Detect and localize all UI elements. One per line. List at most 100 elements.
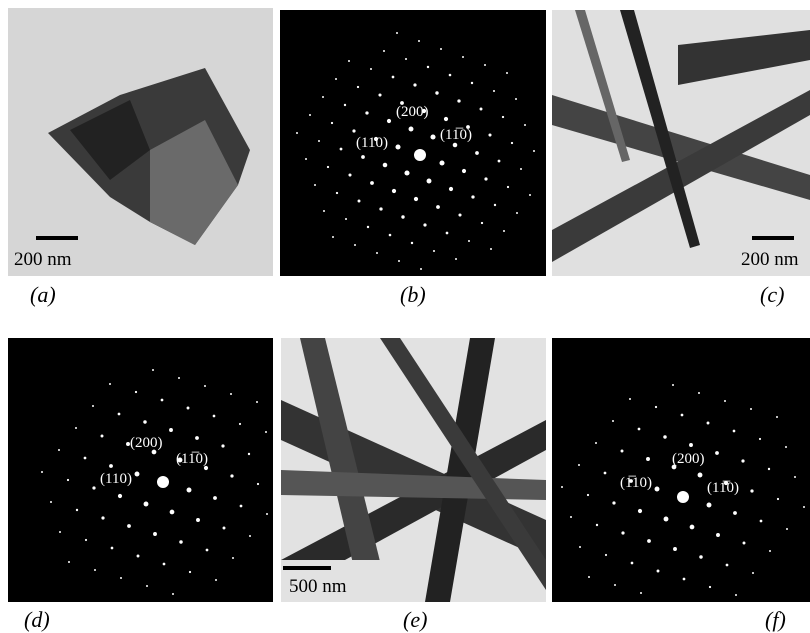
diffraction-spot [433, 250, 435, 252]
diffraction-spot [605, 554, 607, 556]
diffraction-spot [462, 169, 466, 173]
diffraction-spot [213, 496, 217, 500]
diffraction-spot [230, 474, 233, 477]
diffraction-spot [794, 476, 796, 478]
diffraction-spot [146, 585, 148, 587]
diffraction-spot [396, 32, 398, 34]
diffraction-spot [404, 170, 409, 175]
diffraction-spot [524, 124, 526, 126]
diffraction-spot [588, 576, 590, 578]
diffraction-spot [230, 393, 232, 395]
diffraction-spot [446, 232, 449, 235]
diffraction-spot [769, 550, 771, 552]
diffraction-spot [673, 547, 677, 551]
diffraction-spot [344, 104, 346, 106]
diffraction-spot [516, 212, 518, 214]
diffraction-spot [657, 570, 660, 573]
diffraction-spot [204, 385, 206, 387]
diffraction-spot [144, 502, 149, 507]
diffraction-spot [206, 549, 209, 552]
diffraction-spot [221, 444, 224, 447]
diffraction-spot [646, 457, 650, 461]
diffraction-spot [664, 517, 669, 522]
diffraction-spot [502, 116, 504, 118]
diffraction-spot [213, 415, 216, 418]
diffraction-spot [690, 525, 695, 530]
diffraction-spot [85, 539, 87, 541]
diffraction-spot [484, 177, 487, 180]
diffraction-spot [348, 173, 351, 176]
diffraction-spot [41, 471, 43, 473]
diffraction-spot [266, 513, 268, 515]
diffraction-spot [724, 400, 726, 402]
diffraction-spot [296, 132, 298, 134]
diffraction-spot [786, 528, 788, 530]
panel-label: (a) [30, 282, 56, 307]
diffraction-spot [570, 516, 572, 518]
diffraction-spot [413, 83, 416, 86]
diffraction-spot [335, 78, 337, 80]
diffraction-spot [409, 127, 414, 132]
diffraction-spot [332, 236, 334, 238]
diffraction-spot [655, 487, 660, 492]
panel-label: (e) [403, 607, 427, 632]
diffraction-spot [681, 414, 684, 417]
panel-f: (200) (1̅10) (11̅0) (f) [552, 338, 810, 632]
diffraction-spot [423, 223, 426, 226]
diffraction-spot [578, 464, 580, 466]
figure: 200 nm (a) (200) (110) (11̅0) (b) 200 nm… [0, 0, 810, 633]
diffraction-spot [389, 234, 392, 237]
diffraction-spot [153, 532, 157, 536]
diffraction-spot [327, 166, 329, 168]
diffraction-spot [109, 464, 113, 468]
diffraction-spot [58, 449, 60, 451]
diffraction-spot [490, 248, 492, 250]
diffraction-spot [503, 230, 505, 232]
diffraction-spot [435, 91, 438, 94]
diffraction-spot [361, 155, 365, 159]
diffraction-spot [655, 406, 657, 408]
diffraction-spot [726, 564, 729, 567]
diffraction-spot [157, 476, 169, 488]
diffraction-spot [357, 86, 359, 88]
diffraction-spot [604, 472, 607, 475]
diffraction-spot [75, 427, 77, 429]
diffraction-spot [318, 140, 320, 142]
image-background [552, 338, 810, 602]
diffraction-spot [118, 494, 122, 498]
diffraction-spot [92, 405, 94, 407]
diffraction-spot [683, 578, 686, 581]
image-background [280, 10, 546, 276]
diffraction-spot [488, 133, 491, 136]
diffraction-spot [449, 187, 453, 191]
diffraction-spot [367, 226, 369, 228]
diffraction-spot [59, 531, 61, 533]
diffraction-spot [169, 428, 173, 432]
diffraction-spot [223, 527, 226, 530]
diffraction-spot [309, 114, 311, 116]
diffraction-spot [462, 56, 464, 58]
diffraction-spot [314, 184, 316, 186]
diffraction-spot [484, 64, 486, 66]
diffraction-spot [733, 511, 737, 515]
diffraction-spot [453, 143, 458, 148]
diffraction-spot [248, 453, 250, 455]
diffraction-spot [401, 215, 404, 218]
diffraction-spot [699, 555, 702, 558]
diffraction-spot [135, 472, 140, 477]
diffraction-spot [493, 90, 495, 92]
diffraction-spot [172, 593, 174, 595]
diffraction-spot [803, 506, 805, 508]
diffraction-spot [405, 58, 407, 60]
spot-label: (11̅0) [440, 127, 472, 143]
diffraction-spot [444, 117, 448, 121]
diffraction-spot [733, 430, 736, 433]
diffraction-spot [494, 204, 496, 206]
diffraction-spot [152, 369, 154, 371]
diffraction-spot [455, 258, 457, 260]
diffraction-spot [120, 577, 122, 579]
diffraction-spot [414, 149, 426, 161]
diffraction-spot [471, 195, 474, 198]
diffraction-spot [515, 98, 517, 100]
diffraction-spot [614, 584, 616, 586]
